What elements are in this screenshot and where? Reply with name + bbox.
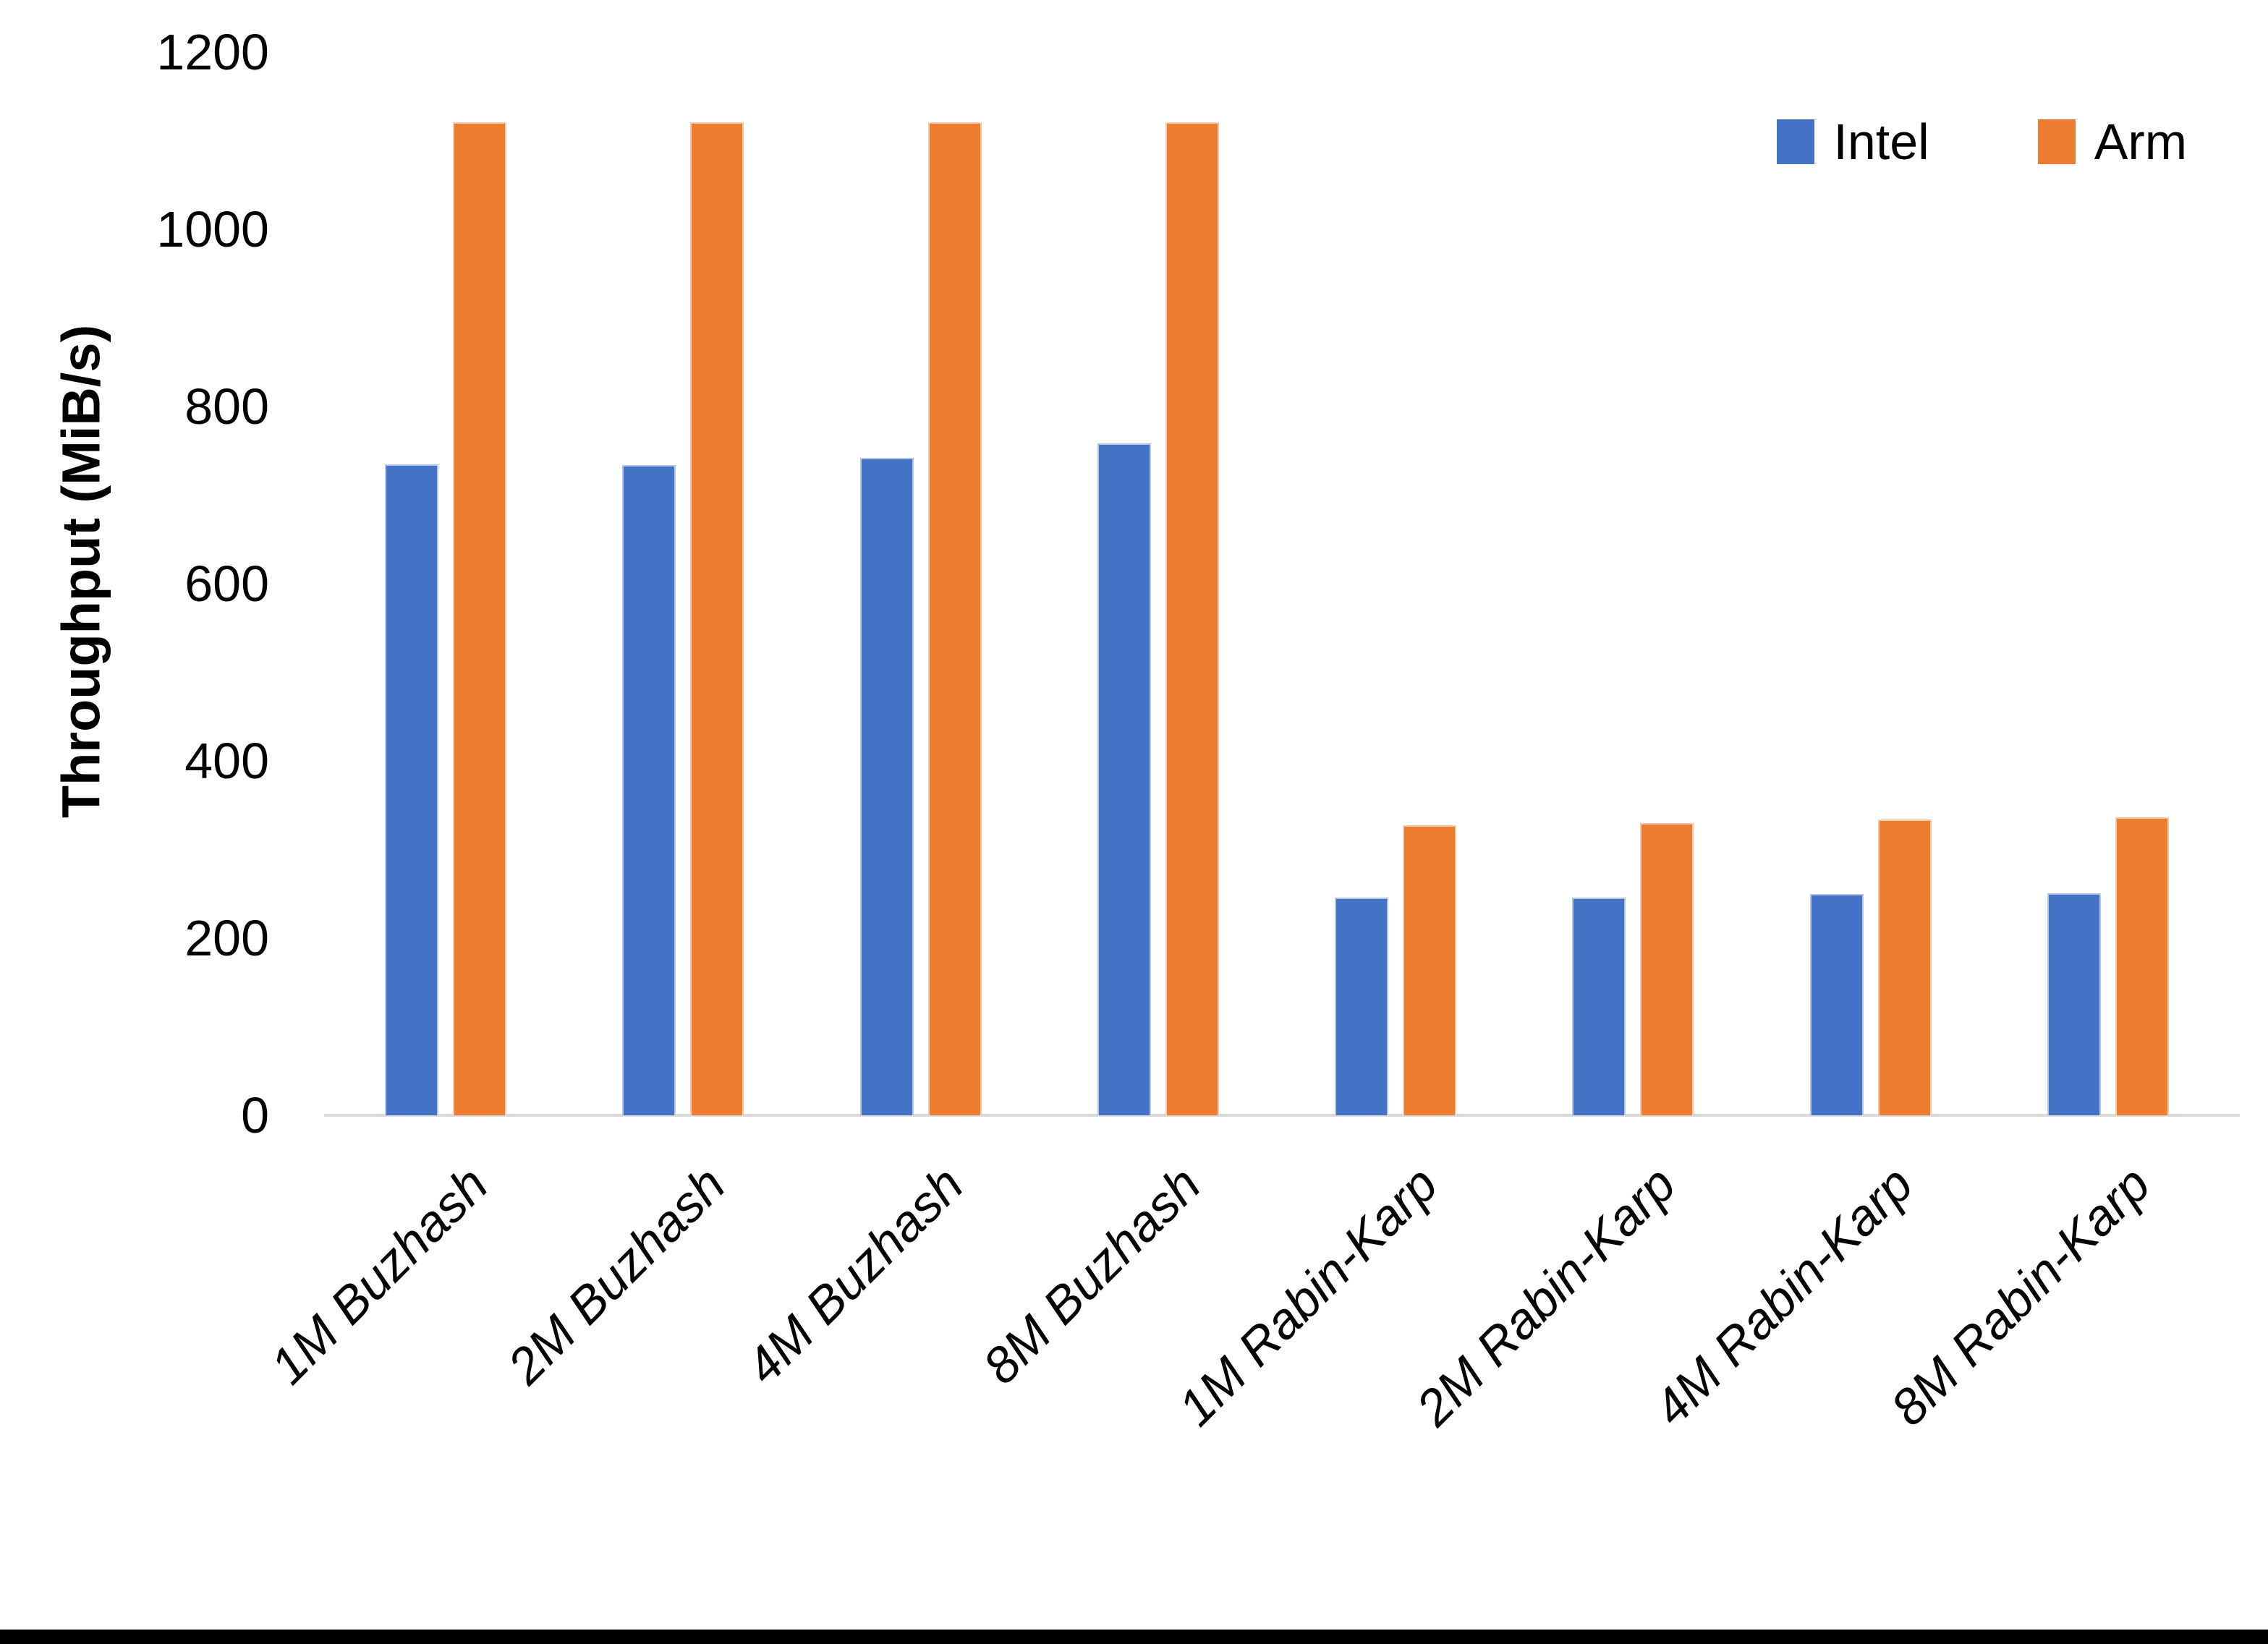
y-tick-label: 200 [184,910,269,966]
intel-bar [859,458,914,1115]
bar-group [1277,52,1514,1115]
y-tick-label: 1200 [156,24,269,80]
bar-group [1040,52,1277,1115]
legend-label-intel: Intel [1833,114,1929,170]
arm-bar [453,122,507,1115]
arm-bar [2115,817,2169,1115]
arm-bar [1403,825,1457,1115]
y-tick-label: 800 [184,378,269,435]
legend-item-intel: Intel [1777,113,1929,171]
intel-bar [2047,893,2101,1115]
intel-swatch [1777,119,1815,164]
legend-item-arm: Arm [2037,113,2187,171]
bar-group [327,52,564,1115]
intel-bar [1097,443,1151,1115]
bar-groups [327,52,2227,1115]
intel-bar [1335,897,1389,1115]
intel-bar [385,464,439,1115]
bar-group [564,52,802,1115]
arm-swatch [2037,119,2076,164]
x-axis-line [324,1114,2240,1117]
bar-group [1989,52,2227,1115]
intel-bar [1809,893,1864,1115]
arm-bar [1877,819,1932,1115]
y-tick-label: 600 [184,555,269,612]
arm-bar [927,122,982,1115]
y-tick-label: 400 [184,733,269,789]
intel-bar [1572,897,1626,1115]
arm-bar [690,122,744,1115]
y-tick-label: 0 [241,1087,269,1143]
intel-bar [622,464,676,1115]
bar-group [1752,52,1989,1115]
legend-label-arm: Arm [2094,114,2187,170]
bar-group [802,52,1040,1115]
y-tick-label: 1000 [156,201,269,257]
legend: Intel Arm [1777,113,2187,171]
bottom-border [0,1630,2268,1644]
bar-group [1514,52,1751,1115]
arm-bar [1640,822,1694,1115]
arm-bar [1165,122,1219,1115]
